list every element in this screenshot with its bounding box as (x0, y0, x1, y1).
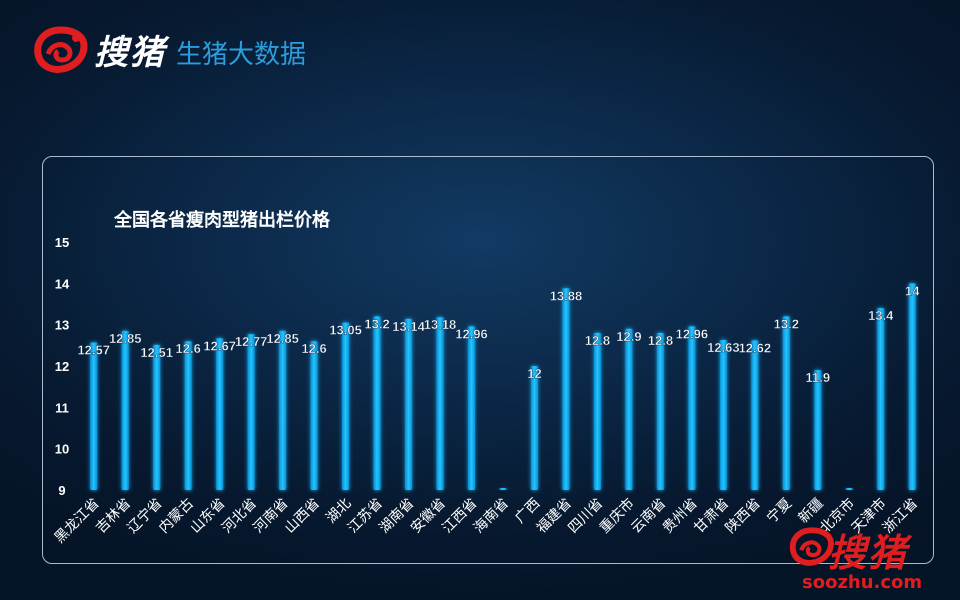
bar (845, 488, 853, 490)
bar (625, 328, 633, 490)
y-tick-label: 9 (58, 483, 65, 498)
bar (719, 339, 727, 490)
y-tick-label: 11 (55, 400, 69, 415)
data-label: 12.96 (455, 326, 488, 341)
data-label: 13.2 (364, 316, 389, 331)
bar (499, 488, 507, 490)
bar (908, 283, 916, 490)
x-tick-label: 四川省 (565, 496, 606, 537)
x-tick-label: 江苏省 (345, 496, 386, 537)
x-tick-label: 湖南省 (376, 496, 417, 537)
data-label: 12.85 (266, 331, 299, 346)
chart-panel (42, 156, 934, 564)
page-title: 生猪大数据 (176, 39, 307, 70)
x-tick-label: 山西省 (282, 496, 323, 537)
chart-title: 全国各省瘦肉型猪出栏价格 (114, 210, 330, 231)
data-label: 12.8 (585, 333, 610, 348)
data-label: 12.67 (203, 338, 236, 353)
x-tick-label: 内蒙古 (156, 496, 197, 537)
y-tick-label: 10 (55, 442, 69, 457)
x-tick-label: 云南省 (628, 496, 669, 537)
x-tick-label: 江西省 (439, 496, 480, 537)
bar (877, 308, 885, 490)
data-label: 13.05 (329, 323, 362, 338)
header: 搜猪 生猪大数据 (32, 20, 306, 78)
watermark-logo-icon (789, 527, 834, 566)
x-tick-label: 甘肃省 (691, 496, 732, 537)
watermark: 搜猪 soozhu.com (788, 522, 958, 598)
bar (279, 330, 287, 490)
data-label: 12.77 (235, 334, 268, 349)
brand-name: 搜猪 (94, 32, 166, 73)
data-label: 12.51 (140, 345, 173, 360)
data-label: 12 (527, 366, 541, 381)
bar (342, 322, 350, 490)
data-label: 12.85 (109, 331, 142, 346)
bar (751, 340, 759, 490)
data-label: 12.62 (739, 340, 772, 355)
x-tick-label: 辽宁省 (124, 495, 166, 537)
x-tick-label: 重庆市 (596, 495, 638, 537)
bar (814, 370, 822, 490)
bar (247, 334, 255, 490)
y-tick-label: 14 (55, 276, 70, 291)
x-tick-label: 福建省 (534, 496, 575, 537)
x-tick-label: 吉林省 (93, 496, 134, 537)
bar (656, 332, 664, 490)
bar (562, 288, 570, 490)
bar (153, 344, 161, 490)
data-label: 11.9 (806, 370, 831, 385)
data-label: 13.2 (774, 316, 799, 331)
data-label: 13.88 (550, 288, 583, 303)
data-label: 12.9 (616, 329, 641, 344)
bar (216, 338, 224, 490)
bar (436, 317, 444, 490)
bar (184, 341, 192, 490)
bar (468, 326, 476, 490)
pig-logo-icon (34, 26, 88, 73)
bar (593, 332, 601, 490)
data-label: 14 (905, 283, 920, 298)
data-label: 12.57 (77, 342, 110, 357)
x-tick-label: 陕西省 (723, 496, 764, 537)
x-tick-label: 河南省 (250, 496, 291, 537)
bar (121, 330, 129, 490)
bar (688, 326, 696, 490)
data-label: 12.96 (676, 326, 709, 341)
y-tick-label: 15 (55, 235, 69, 250)
x-tick-label: 黑龙江省 (52, 496, 103, 547)
bar (530, 366, 538, 490)
bar (310, 341, 318, 490)
data-label: 12.63 (707, 340, 740, 355)
data-label: 12.6 (176, 341, 201, 356)
watermark-url: soozhu.com (802, 572, 923, 593)
bar (90, 342, 98, 490)
bar (373, 316, 381, 490)
data-label: 13.4 (868, 308, 894, 323)
y-tick-label: 12 (55, 359, 69, 374)
data-label: 12.8 (648, 333, 673, 348)
x-tick-label: 河北省 (219, 496, 260, 537)
data-label: 13.18 (424, 317, 457, 332)
data-label: 13.14 (392, 319, 425, 334)
bar (782, 316, 790, 490)
x-tick-label: 海南省 (471, 496, 512, 537)
y-tick-label: 13 (55, 318, 69, 333)
x-tick-label: 安徽省 (408, 496, 449, 537)
x-tick-label: 山东省 (187, 496, 228, 537)
x-tick-label: 贵州省 (660, 496, 701, 537)
watermark-brand: 搜猪 (828, 530, 909, 575)
bar (405, 318, 413, 490)
data-label: 12.6 (301, 341, 326, 356)
